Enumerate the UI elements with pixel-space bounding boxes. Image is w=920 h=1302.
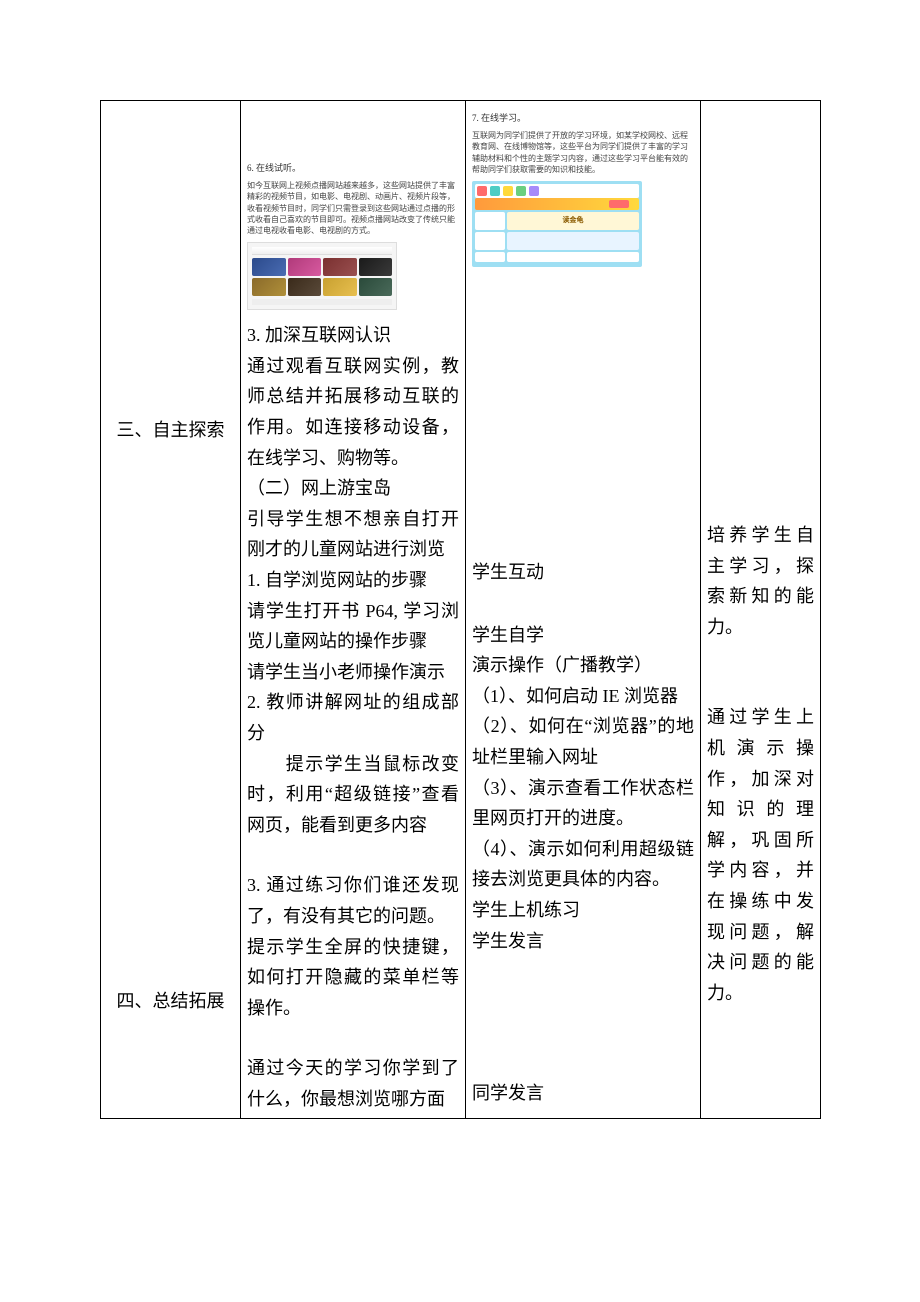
video-thumb bbox=[288, 278, 322, 296]
demo-2: （2）、如何在“浏览器”的地址栏里输入网址 bbox=[472, 711, 694, 772]
s2-2-title: 2. 教师讲解网址的组成部分 bbox=[247, 687, 459, 748]
lesson-plan-table: 三、自主探索 四、总结拓展 6. 在线试听。 如今互联网上视频点播网站越来越多，… bbox=[100, 100, 821, 1119]
student-activity-cell: 7. 在线学习。 互联网为同学们提供了开放的学习环境，如某学校网校、远程教育网、… bbox=[466, 101, 701, 1119]
video-thumb bbox=[252, 278, 286, 296]
student-practice: 学生上机练习 bbox=[472, 895, 694, 926]
s2-1-a: 请学生打开书 P64, 学习浏览儿童网站的操作步骤 bbox=[247, 596, 459, 657]
notes-cell: 培养学生自主学习，探索新知的能力。 通过学生上机演示操作，加深对知识的理解，巩固… bbox=[701, 101, 821, 1119]
video-thumb bbox=[252, 258, 286, 276]
embed-7-block: 7. 在线学习。 互联网为同学们提供了开放的学习环境，如某学校网校、远程教育网、… bbox=[472, 111, 694, 267]
student-selflearn: 学生自学 bbox=[472, 620, 694, 651]
video-thumb bbox=[288, 258, 322, 276]
student-interact: 学生互动 bbox=[472, 557, 694, 588]
nav-icon bbox=[516, 186, 526, 196]
student-speak: 学生发言 bbox=[472, 926, 694, 957]
s2-1-b: 请学生当小老师操作演示 bbox=[247, 657, 459, 688]
note-1: 培养学生自主学习，探索新知的能力。 bbox=[707, 520, 814, 642]
p3-title: 3. 加深互联网认识 bbox=[247, 320, 459, 351]
video-site-screenshot bbox=[247, 242, 397, 310]
embed-6-desc: 如今互联网上视频点播网站越来越多，这些网站提供了丰富精彩的视频节目，如电影、电视… bbox=[247, 180, 459, 236]
summary-text: 通过今天的学习你学到了什么，你最想浏览哪方面 bbox=[247, 1053, 459, 1114]
demo-title: 演示操作（广播教学） bbox=[472, 650, 694, 681]
p3-body: 通过观看互联网实例，教师总结并拓展移动互联的作用。如连接移动设备，在线学习、购物… bbox=[247, 351, 459, 473]
embed-7-title: 7. 在线学习。 bbox=[472, 111, 694, 126]
demo-3: （3）、演示查看工作状态栏里网页打开的进度。 bbox=[472, 773, 694, 834]
kids-banner bbox=[475, 198, 639, 210]
video-thumb bbox=[323, 258, 357, 276]
teacher-activity-cell: 6. 在线试听。 如今互联网上视频点播网站越来越多，这些网站提供了丰富精彩的视频… bbox=[241, 101, 466, 1119]
s2-3-a: 提示学生全屏的快捷键，如何打开隐藏的菜单栏等操作。 bbox=[247, 932, 459, 1024]
kids-banner-text: 读金龟 bbox=[563, 215, 584, 227]
kids-site-screenshot: 读金龟 bbox=[472, 181, 642, 267]
video-thumb bbox=[359, 258, 393, 276]
s2-2-a: 提示学生当鼠标改变时，利用“超级链接”查看网页，能看到更多内容 bbox=[247, 749, 459, 841]
nav-icon bbox=[529, 186, 539, 196]
nav-icon bbox=[503, 186, 513, 196]
note-2: 通过学生上机演示操作，加深对知识的理解，巩固所学内容，并在操练中发现问题，解决问… bbox=[707, 702, 814, 1008]
s2-1-title: 1. 自学浏览网站的步骤 bbox=[247, 565, 459, 596]
video-thumb bbox=[323, 278, 357, 296]
s2-title: （二）网上游宝岛 bbox=[247, 473, 459, 504]
section-labels-cell: 三、自主探索 四、总结拓展 bbox=[101, 101, 241, 1119]
embed-6-block: 6. 在线试听。 如今互联网上视频点播网站越来越多，这些网站提供了丰富精彩的视频… bbox=[247, 111, 459, 310]
s2-lead: 引导学生想不想亲自打开刚才的儿童网站进行浏览 bbox=[247, 504, 459, 565]
demo-1: （1）、如何启动 IE 浏览器 bbox=[472, 681, 694, 712]
s2-3-title: 3. 通过练习你们谁还发现了，有没有其它的问题。 bbox=[247, 870, 459, 931]
section-4-label: 四、总结拓展 bbox=[107, 986, 234, 1017]
embed-7-desc: 互联网为同学们提供了开放的学习环境，如某学校网校、远程教育网、在线博物馆等，这些… bbox=[472, 130, 694, 175]
demo-4: （4）、演示如何利用超级链接去浏览更具体的内容。 bbox=[472, 834, 694, 895]
classmates-speak: 同学发言 bbox=[472, 1078, 694, 1109]
nav-icon bbox=[477, 186, 487, 196]
video-thumb bbox=[359, 278, 393, 296]
section-3-label: 三、自主探索 bbox=[107, 415, 234, 446]
embed-6-title: 6. 在线试听。 bbox=[247, 161, 459, 176]
nav-icon bbox=[490, 186, 500, 196]
table-row: 三、自主探索 四、总结拓展 6. 在线试听。 如今互联网上视频点播网站越来越多，… bbox=[101, 101, 821, 1119]
